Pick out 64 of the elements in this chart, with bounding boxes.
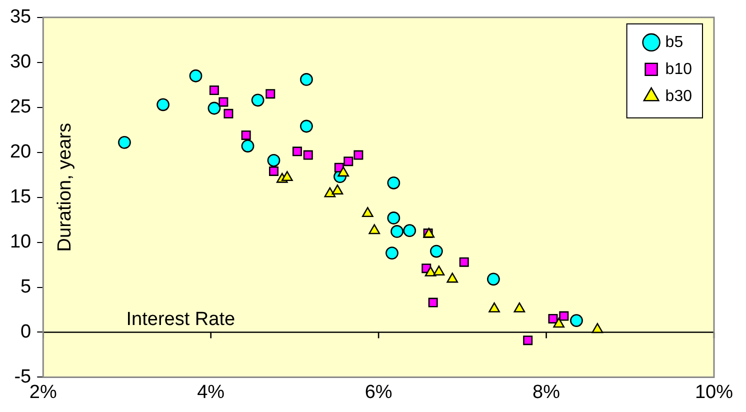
x-tick-label: 4% [197, 382, 225, 403]
point [386, 246, 398, 260]
point [403, 224, 416, 238]
legend-label: b30 [665, 88, 692, 105]
point [266, 89, 276, 99]
point [324, 187, 336, 198]
point [487, 272, 500, 286]
point [292, 146, 302, 156]
point [430, 244, 443, 258]
point [428, 298, 438, 308]
point [424, 266, 436, 276]
point [344, 156, 354, 166]
point [362, 207, 374, 218]
x-axis-title: Interest Rate [126, 308, 236, 330]
y-tick-label: 0 [20, 321, 32, 342]
x-tick-label: 2% [29, 382, 57, 403]
point [592, 323, 604, 334]
point [118, 136, 131, 149]
point [354, 150, 364, 160]
point [570, 314, 583, 327]
y-tick-label: 30 [10, 52, 32, 73]
point [514, 302, 526, 312]
point [267, 154, 280, 167]
point [300, 73, 313, 86]
y-tick-label: 10 [10, 232, 32, 253]
point [208, 102, 221, 115]
x-tick-label: 10% [694, 382, 734, 403]
point [218, 97, 228, 107]
point [446, 272, 458, 283]
y-tick-label: 25 [10, 96, 32, 118]
point [433, 266, 445, 276]
point [189, 69, 202, 82]
legend-label: b5 [665, 34, 684, 51]
point [338, 166, 350, 177]
point [268, 166, 278, 176]
y-tick-label: -5 [14, 366, 32, 388]
point [559, 311, 569, 321]
point [224, 108, 234, 118]
point [488, 302, 500, 312]
point [387, 176, 400, 190]
legend-label: b10 [665, 60, 692, 78]
point [209, 86, 219, 96]
point [281, 171, 293, 182]
point [300, 120, 313, 133]
point [390, 225, 404, 238]
point [548, 314, 558, 324]
point [368, 224, 380, 234]
point [553, 318, 565, 328]
y-axis-title: Duration, years [54, 122, 76, 252]
point [251, 94, 264, 107]
y-tick-label: 35 [10, 6, 32, 28]
x-tick-label: 8% [532, 382, 560, 403]
point [387, 212, 400, 224]
point [523, 336, 533, 346]
point [332, 184, 344, 195]
y-tick-label: 20 [10, 142, 32, 163]
y-tick-label: 15 [10, 186, 32, 208]
point [459, 257, 469, 267]
point [241, 130, 251, 140]
y-tick-label: 5 [20, 276, 32, 298]
point [156, 98, 170, 112]
point [241, 140, 254, 152]
point [303, 150, 313, 160]
x-tick-label: 6% [364, 382, 392, 403]
